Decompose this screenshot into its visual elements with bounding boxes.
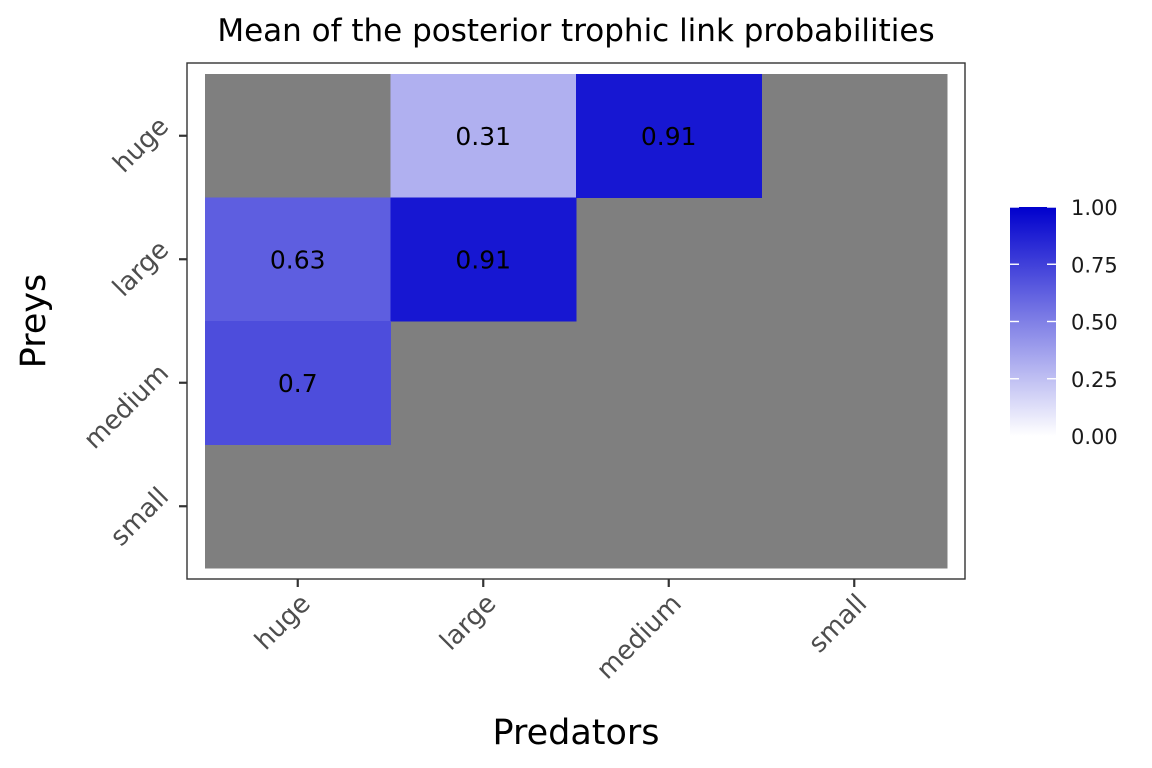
heatmap-cell-missing <box>576 197 762 322</box>
heatmap-cell-missing <box>205 74 391 198</box>
heatmap-cell <box>390 74 577 198</box>
heatmap-cell-missing <box>205 444 391 569</box>
y-tick-label: small <box>105 482 175 552</box>
y-axis-title: Preys <box>14 274 54 369</box>
cell-value-label: 0.91 <box>641 122 697 151</box>
x-axis-title: Predators <box>492 713 659 753</box>
heatmap-cell-missing <box>576 444 762 569</box>
legend-tick-label: 0.00 <box>1071 425 1118 449</box>
x-tick-label: large <box>434 589 502 657</box>
y-tick-label: huge <box>107 111 175 179</box>
heatmap-cell <box>576 74 762 198</box>
cell-value-label: 0.31 <box>455 122 511 151</box>
color-legend: 1.00 0.75 0.50 0.25 0.00 <box>1010 196 1118 449</box>
heatmap-cell <box>205 321 391 445</box>
cell-value-label: 0.7 <box>278 369 318 398</box>
x-tick-label: medium <box>591 589 688 686</box>
y-axis: huge large medium small <box>78 111 187 552</box>
heatmap-cell-missing <box>761 444 948 569</box>
heatmap-cell <box>205 197 391 322</box>
x-tick-label: small <box>803 589 873 659</box>
y-tick-label: medium <box>78 358 175 455</box>
legend-ticks: 1.00 0.75 0.50 0.25 0.00 <box>1010 196 1118 449</box>
heatmap-cell-missing <box>576 321 762 445</box>
legend-tick-label: 1.00 <box>1071 196 1118 220</box>
heatmap-cell-missing <box>761 74 948 198</box>
heatmap-cells <box>205 74 948 569</box>
cell-value-label: 0.91 <box>455 245 511 274</box>
heatmap-cell-labels: 0.31 0.91 0.63 0.91 0.7 <box>270 122 697 398</box>
heatmap-cell-missing <box>390 444 577 569</box>
cell-value-label: 0.63 <box>270 245 326 274</box>
heatmap-cell <box>390 197 577 322</box>
heatmap-cell-missing <box>761 321 948 445</box>
legend-tick-label: 0.75 <box>1071 253 1118 277</box>
y-tick-label: large <box>107 235 175 303</box>
chart-title: Mean of the posterior trophic link proba… <box>217 13 934 49</box>
heatmap-cell-missing <box>761 197 948 322</box>
legend-tick-label: 0.50 <box>1071 311 1118 335</box>
legend-tick-label: 0.25 <box>1071 368 1118 392</box>
x-tick-label: huge <box>249 589 317 657</box>
x-axis: huge large medium small <box>249 579 873 686</box>
heatmap-cell-missing <box>390 321 577 445</box>
